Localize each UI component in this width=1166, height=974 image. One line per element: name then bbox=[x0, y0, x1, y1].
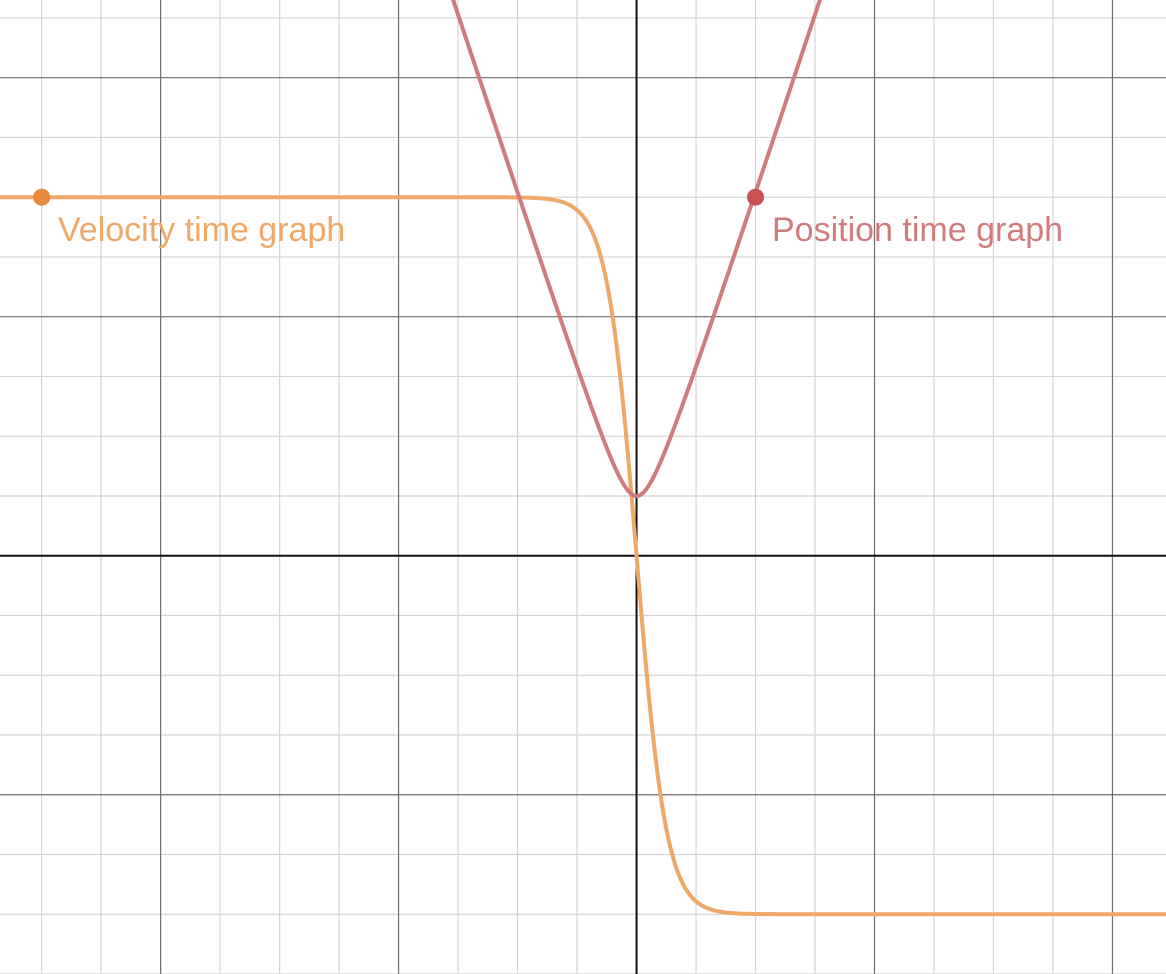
velocity-curve bbox=[0, 195, 1166, 917]
curve-labels: Velocity time graph Position time graph bbox=[58, 211, 1063, 249]
curves bbox=[0, 0, 1166, 917]
position-curve bbox=[451, 0, 822, 498]
position-point[interactable] bbox=[747, 188, 765, 206]
velocity-point[interactable] bbox=[33, 188, 51, 206]
position-label: Position time graph bbox=[772, 211, 1063, 249]
velocity-label: Velocity time graph bbox=[58, 211, 345, 249]
labeled-points[interactable] bbox=[33, 188, 765, 206]
